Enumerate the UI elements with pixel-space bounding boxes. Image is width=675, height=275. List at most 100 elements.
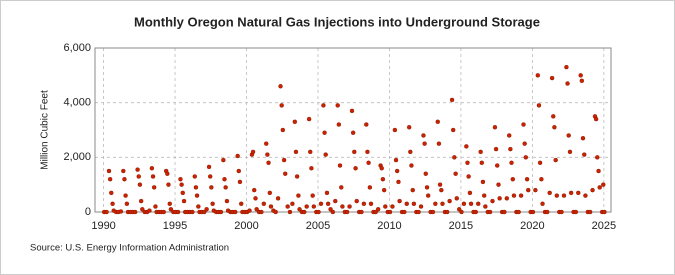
data-point [551,114,556,119]
data-point [330,209,336,215]
data-point [294,174,300,179]
data-point [602,209,607,215]
data-point [536,103,542,108]
data-point [439,187,444,193]
data-point [166,182,171,187]
data-point [122,176,127,182]
data-point [247,208,252,213]
data-point [497,196,502,201]
data-point [209,185,214,190]
data-point [254,207,259,212]
data-point [293,149,299,155]
data-point [236,168,241,174]
data-point [296,193,301,198]
data-point [436,141,442,146]
data-point [530,209,536,215]
data-point [566,133,571,138]
data-point [601,182,606,187]
data-point [354,198,359,204]
data-point [379,166,384,171]
data-point [280,127,286,133]
y-axis-label: Million Cubic Feet [40,90,51,170]
data-point [461,201,467,207]
data-point [109,190,114,196]
data-point [397,198,402,204]
data-point [167,201,172,207]
data-point [323,152,328,157]
data-point [444,209,450,215]
data-point [322,130,327,135]
y-tick-label: 6,000 [63,42,91,54]
data-point [554,193,560,198]
data-point [410,187,415,193]
data-point [221,157,226,163]
data-point [136,174,141,179]
data-point [121,168,126,174]
data-point [266,160,271,166]
data-point [181,198,187,204]
data-point [435,119,440,125]
data-point [433,201,438,207]
data-point [118,209,124,214]
data-point [597,185,602,190]
data-point [124,201,130,207]
data-point [337,163,343,168]
x-tick-label: 2010 [377,220,401,232]
data-point [253,196,258,201]
data-point [375,207,381,212]
data-point [535,73,541,78]
data-point [565,81,570,86]
data-point [309,166,314,171]
data-point [273,209,278,215]
data-point [132,209,138,215]
data-point [168,207,174,212]
data-point [540,201,545,207]
data-point [204,207,209,212]
data-point [493,146,499,152]
data-point [318,201,324,207]
data-point [359,209,364,215]
data-point [392,127,398,133]
data-point [561,193,567,198]
data-point [208,174,213,179]
data-point [179,182,184,187]
data-point [381,187,387,193]
data-point [333,198,338,204]
data-point [383,204,388,209]
data-point [150,174,156,179]
data-point [235,153,240,159]
data-point [509,160,514,166]
data-point [149,166,155,171]
data-point [464,144,469,149]
data-point [468,201,474,207]
data-point [394,168,400,174]
data-point [526,187,531,193]
data-point [587,209,593,215]
data-point [210,201,215,207]
data-point [252,187,257,193]
data-point [437,182,443,187]
data-point [178,176,183,182]
data-point [275,196,281,201]
data-point [452,155,457,160]
data-point [539,176,544,182]
data-point [583,193,588,198]
data-point [424,185,430,190]
source-note: Source: U.S. Energy Information Administ… [30,243,229,254]
x-tick-label: 2025 [592,220,616,232]
data-point [304,204,309,209]
data-point [175,209,181,215]
data-point [135,167,140,172]
data-point [416,209,421,215]
data-point [308,149,313,155]
data-point [264,141,269,146]
data-point [194,193,200,198]
data-point [202,209,207,215]
data-point [336,122,342,127]
data-point [390,204,395,209]
data-point [568,190,574,196]
data-point [579,78,585,84]
data-point [259,209,264,215]
data-point [564,64,569,70]
